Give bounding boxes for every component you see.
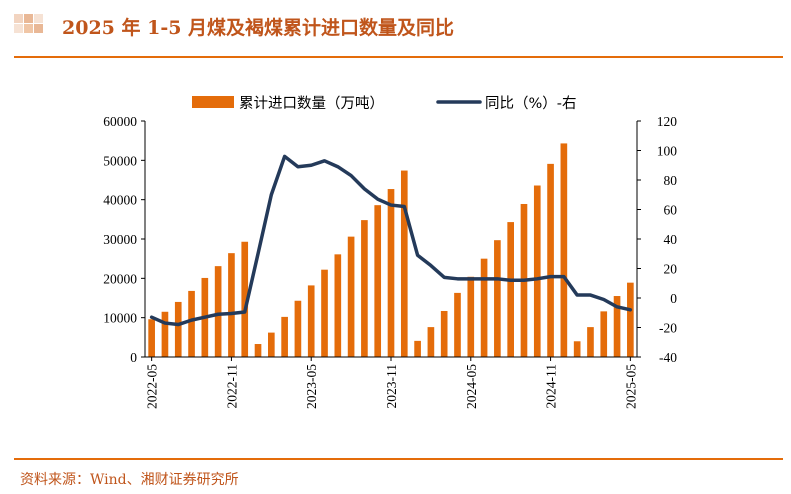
bar [427,327,435,357]
left-tick-label: 20000 [103,271,137,286]
left-tick-label: 10000 [103,311,137,326]
bar [374,205,382,357]
right-tick-label: 0 [670,291,677,306]
bar [587,327,594,357]
bar [600,311,608,357]
bar [268,332,275,357]
bar [148,319,155,357]
legend-bar-swatch [192,96,234,108]
right-tick-label: 60 [664,203,678,218]
bar [214,266,222,357]
header-divider [14,56,783,58]
chart-title: 2025 年 1-5 月煤及褐煤累计进口数量及同比 [62,17,455,39]
bar [494,240,501,357]
legend-line-label: 同比（%）-右 [485,95,577,112]
bar [467,276,475,357]
bar [547,163,554,357]
report-header: 2025 年 1-5 月煤及褐煤累计进口数量及同比 [0,0,791,58]
bar [507,222,514,357]
bar [241,241,249,357]
left-tick-label: 50000 [103,153,137,168]
bar [627,282,634,357]
bar [613,296,621,357]
left-tick-label: 30000 [103,232,137,247]
right-tick-label: 20 [664,262,678,277]
right-tick-label: 100 [657,144,678,159]
left-tick-label: 60000 [103,114,137,129]
bar [228,253,235,357]
right-tick-label: 40 [664,232,678,247]
bar [573,341,581,357]
bar [560,143,568,357]
bar [347,236,355,357]
x-tick-label: 2024-05 [464,364,479,409]
x-tick-label: 2025-05 [623,364,638,409]
bar [414,340,421,357]
yoy-line [149,154,633,327]
bar [294,300,302,357]
legend-bar-label: 累计进口数量（万吨） [239,95,384,112]
bar [161,311,169,357]
bar [400,170,408,357]
left-tick-label: 40000 [103,193,137,208]
bar [440,310,448,357]
footer-divider [14,458,783,460]
left-tick-label: 0 [130,350,137,365]
bar [454,292,461,357]
bar [361,220,368,357]
bar [334,254,342,357]
bar [307,285,315,357]
bar [188,290,195,357]
right-tick-label: 120 [657,114,678,129]
bar [174,301,182,357]
bar [480,258,488,357]
right-tick-label: -20 [659,321,677,336]
x-tick-label: 2024-11 [544,364,559,409]
source-note: 资料来源：Wind、湘财证券研究所 [20,472,239,488]
bar [387,189,395,357]
x-tick-label: 2022-11 [224,364,239,409]
bar [281,316,288,357]
bar [533,185,541,357]
right-tick-label: 80 [664,173,678,188]
bar [321,269,328,357]
logo-icon [14,14,52,40]
x-tick-label: 2022-05 [145,364,160,409]
right-tick-label: -40 [659,350,677,365]
x-tick-label: 2023-11 [384,364,399,409]
bar [254,344,262,357]
x-tick-label: 2023-05 [304,364,319,409]
